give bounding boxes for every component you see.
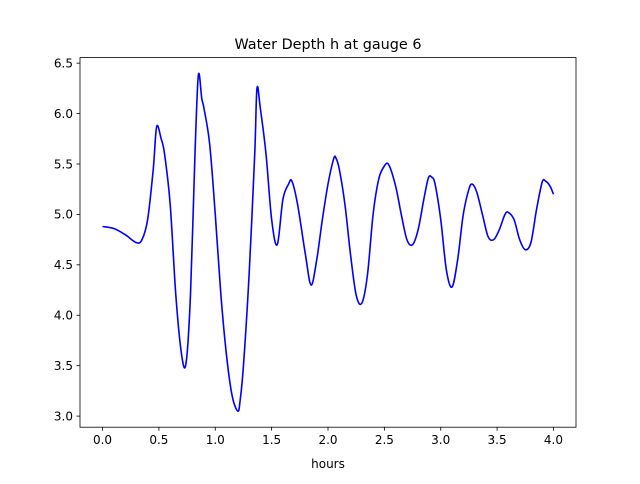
x-tick-label: 4.0 — [544, 433, 563, 447]
chart-title: Water Depth h at gauge 6 — [234, 37, 421, 53]
x-tick-label: 0.0 — [93, 433, 112, 447]
x-tick-label: 0.5 — [149, 433, 168, 447]
y-tick-label: 5.5 — [54, 157, 73, 171]
y-tick-label: 3.0 — [54, 409, 73, 423]
y-tick-label: 6.0 — [54, 107, 73, 121]
x-tick-label: 1.0 — [206, 433, 225, 447]
y-tick-label: 4.0 — [54, 309, 73, 323]
y-tick-label: 4.5 — [54, 258, 73, 272]
x-tick-label: 3.5 — [488, 433, 507, 447]
water-depth-line — [102, 72, 555, 412]
x-tick-label: 3.0 — [431, 433, 450, 447]
plot-frame — [79, 57, 577, 428]
x-axis-label: hours — [311, 457, 345, 471]
x-axis-ticks: 0.0 0.5 1.0 1.5 2.0 2.5 3.0 3.5 4.0 — [93, 427, 563, 447]
y-tick-label: 5.0 — [54, 208, 73, 222]
y-axis-ticks: 3.0 3.5 4.0 4.5 5.0 5.5 6.0 6.5 — [54, 56, 80, 423]
x-tick-label: 2.0 — [318, 433, 337, 447]
x-tick-label: 1.5 — [262, 433, 281, 447]
y-tick-label: 6.5 — [54, 56, 73, 70]
x-tick-label: 2.5 — [375, 433, 394, 447]
y-tick-label: 3.5 — [54, 359, 73, 373]
